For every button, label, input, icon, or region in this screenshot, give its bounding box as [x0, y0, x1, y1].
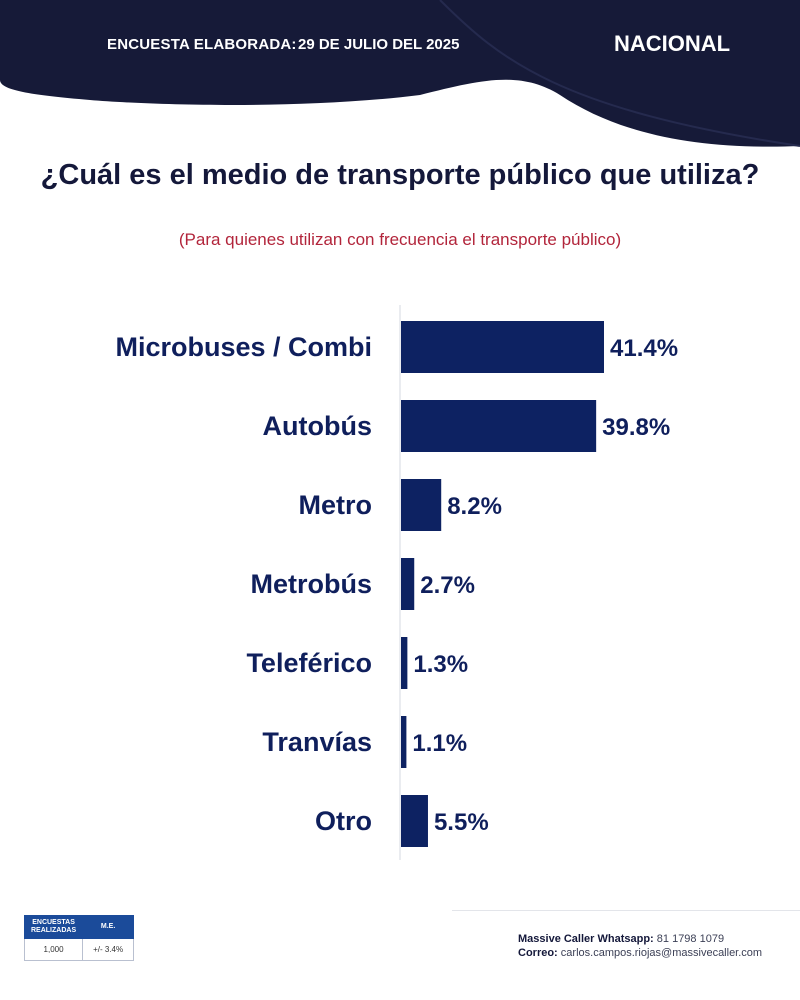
stats-header-surveys: ENCUESTAS REALIZADAS — [25, 916, 83, 939]
category-label: Tranvías — [262, 727, 372, 757]
category-label: Metro — [299, 490, 373, 520]
scope-label: NACIONAL — [614, 31, 730, 57]
stats-surveys-value: 1,000 — [25, 939, 83, 961]
bar-3 — [401, 558, 414, 610]
value-label: 1.1% — [412, 730, 467, 757]
bar-chart: Microbuses / Combi 41.4% Autobús 39.8% Metro… — [0, 300, 800, 870]
category-label: Teleférico — [246, 648, 372, 678]
whatsapp-label: Massive Caller Whatsapp: — [518, 933, 654, 945]
bar-4 — [401, 637, 407, 689]
category-label: Microbuses / Combi — [115, 332, 372, 362]
bar-1 — [401, 400, 596, 452]
chart-subtitle: (Para quienes utilizan con frecuencia el… — [40, 230, 760, 250]
category-label: Otro — [315, 806, 372, 836]
footer-divider — [452, 910, 800, 911]
header-background — [0, 0, 800, 160]
stats-header-margin: M.E. — [83, 916, 134, 939]
bar-6 — [401, 795, 428, 847]
contact-info: Massive Caller Whatsapp: 81 1798 1079 Co… — [518, 932, 762, 960]
bar-5 — [401, 716, 406, 768]
survey-stats-table: ENCUESTAS REALIZADAS M.E. 1,000 +/- 3.4% — [24, 915, 134, 961]
category-label: Autobús — [263, 411, 372, 441]
value-label: 1.3% — [413, 651, 468, 678]
value-label: 41.4% — [610, 335, 678, 362]
email-label: Correo: — [518, 947, 558, 959]
survey-date-label: ENCUESTA ELABORADA: — [107, 36, 297, 53]
category-label: Metrobús — [251, 569, 373, 599]
stats-margin-value: +/- 3.4% — [83, 939, 134, 961]
value-label: 39.8% — [602, 414, 670, 441]
bar-0 — [401, 321, 604, 373]
email-address: carlos.campos.riojas@massivecaller.com — [561, 947, 762, 959]
value-label: 5.5% — [434, 809, 489, 836]
value-label: 8.2% — [447, 493, 502, 520]
whatsapp-number: 81 1798 1079 — [657, 933, 724, 945]
chart-title: ¿Cuál es el medio de transporte público … — [40, 157, 760, 193]
bar-2 — [401, 479, 441, 531]
survey-date: 29 DE JULIO DEL 2025 — [298, 36, 459, 53]
value-label: 2.7% — [420, 572, 475, 599]
